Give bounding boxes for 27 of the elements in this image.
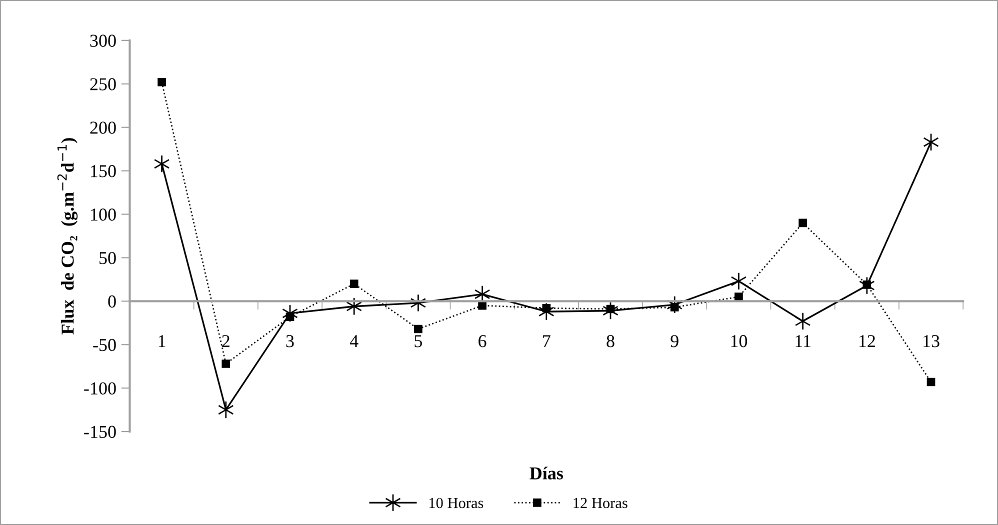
x-tick-label: 9 bbox=[670, 335, 678, 348]
y-tick-label: -50 bbox=[93, 338, 116, 352]
y-tick-label: 250 bbox=[90, 78, 116, 90]
y-tick-label: -100 bbox=[84, 382, 116, 395]
y-tick-label: 0 bbox=[108, 295, 116, 308]
y-tick-label: 300 bbox=[90, 34, 116, 47]
x-tick-label: 7 bbox=[543, 335, 550, 348]
x-tick-label: 12 bbox=[859, 335, 875, 348]
x-tick-label: 3 bbox=[286, 335, 294, 348]
x-tick-label: 1 bbox=[158, 335, 166, 348]
x-tick-label: 8 bbox=[606, 335, 614, 348]
x-tick-label: 6 bbox=[478, 335, 486, 348]
y-tick-label: 150 bbox=[91, 165, 116, 178]
y-tick-label: -150 bbox=[84, 426, 116, 438]
x-tick-label: 2 bbox=[222, 335, 230, 348]
x-tick-label: 10 bbox=[731, 335, 748, 348]
x-tick-label: 4 bbox=[350, 335, 358, 348]
y-tick-label: 200 bbox=[90, 122, 116, 134]
x-axis-title: Días bbox=[530, 466, 564, 480]
x-tick-label: 11 bbox=[796, 335, 810, 348]
legend-label: 10 Horas bbox=[429, 498, 484, 508]
y-axis-title: Flux de CO₂ (g.m$^{−2}$d$^{−1}$) bbox=[57, 138, 78, 334]
x-tick-label: 13 bbox=[924, 335, 940, 348]
legend-label: 12 Horas bbox=[574, 498, 628, 508]
y-tick-label: 100 bbox=[91, 208, 116, 221]
x-tick-label: 5 bbox=[414, 335, 422, 348]
y-tick-label: 50 bbox=[100, 252, 116, 264]
